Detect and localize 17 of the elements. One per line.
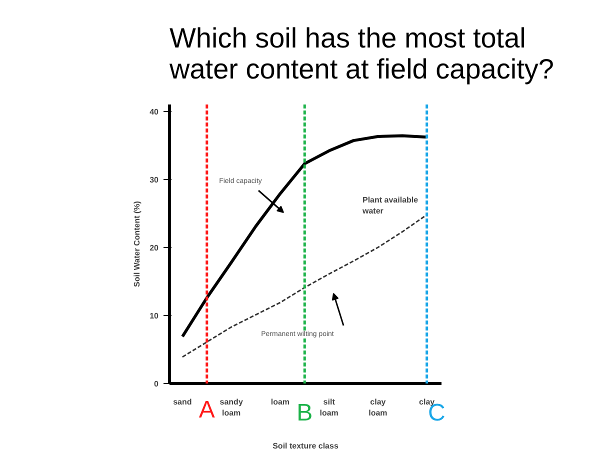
line-series [180,134,428,338]
x-tick-label: loam [270,398,290,406]
x-tick-label: B [296,400,313,426]
x-axis-title: Soil texture class [272,442,339,450]
x-tick-label: sand [173,398,192,406]
y-tick-label: 10 [150,311,160,320]
x-tick-label: clay loam [368,398,388,418]
y-tick-label: 20 [150,243,160,252]
y-tick-label: 40 [150,107,160,116]
y-tick-label: 0 [154,380,160,388]
x-tick-label: silt loam [320,398,338,418]
y-axis-title: Soil Water Content (%) [132,200,142,287]
chart-title: Which soil has the most total water content at field capacity? [168,22,554,84]
y-tick-label: 30 [150,175,160,184]
x-tick-label: A [198,396,215,424]
x-tick-label: sandy loam [220,398,244,418]
annotation: Plant available water [362,196,419,216]
